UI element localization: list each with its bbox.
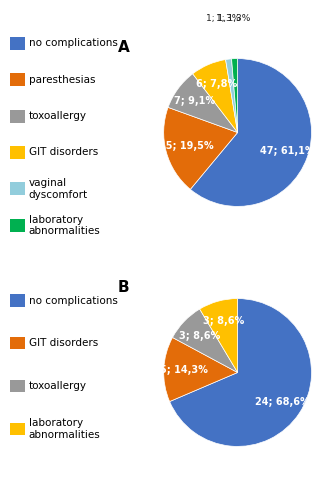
Bar	[11, 146, 24, 159]
Text: 1; 1,3%: 1; 1,3%	[216, 14, 250, 22]
Bar	[11, 422, 24, 435]
Text: no complications: no complications	[29, 296, 118, 306]
Bar	[11, 73, 24, 86]
Wedge shape	[173, 309, 238, 372]
Text: toxoallergy: toxoallergy	[29, 111, 87, 121]
Text: vaginal
dyscomfort: vaginal dyscomfort	[29, 178, 88, 200]
Text: paresthesias: paresthesias	[29, 74, 95, 85]
Text: 47; 61,1%: 47; 61,1%	[260, 146, 315, 156]
Wedge shape	[232, 58, 238, 132]
Wedge shape	[164, 338, 238, 402]
Text: 3; 8,6%: 3; 8,6%	[179, 330, 220, 340]
Bar	[11, 380, 24, 392]
Bar	[11, 36, 24, 50]
Wedge shape	[193, 60, 238, 132]
Text: A: A	[118, 40, 130, 55]
Text: 6; 7,8%: 6; 7,8%	[196, 78, 237, 88]
Wedge shape	[200, 298, 238, 372]
Wedge shape	[168, 74, 238, 132]
Wedge shape	[170, 298, 312, 446]
Text: laboratory
abnormalities: laboratory abnormalities	[29, 418, 101, 440]
Text: 24; 68,6%: 24; 68,6%	[255, 397, 310, 407]
Text: 15; 19,5%: 15; 19,5%	[159, 142, 214, 152]
Bar	[11, 337, 24, 349]
Wedge shape	[164, 108, 238, 190]
Wedge shape	[190, 58, 312, 206]
Text: 3; 8,6%: 3; 8,6%	[203, 316, 244, 326]
Bar	[11, 219, 24, 232]
Text: 7; 9,1%: 7; 9,1%	[174, 96, 215, 106]
Text: B: B	[118, 280, 129, 295]
Wedge shape	[226, 59, 238, 132]
Bar	[11, 294, 24, 306]
Text: GIT disorders: GIT disorders	[29, 148, 98, 158]
Text: no complications: no complications	[29, 38, 118, 48]
Text: laboratory
abnormalities: laboratory abnormalities	[29, 214, 101, 236]
Text: 1; 1,3%: 1; 1,3%	[207, 14, 241, 24]
Bar	[11, 110, 24, 122]
Text: GIT disorders: GIT disorders	[29, 338, 98, 348]
Text: 5; 14,3%: 5; 14,3%	[160, 365, 208, 375]
Bar	[11, 182, 24, 196]
Text: toxoallergy: toxoallergy	[29, 381, 87, 391]
